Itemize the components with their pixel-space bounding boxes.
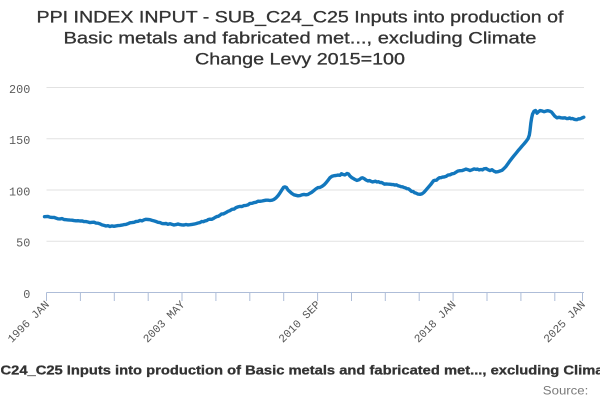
svg-text:0: 0 <box>23 288 30 302</box>
svg-text:50: 50 <box>16 237 30 251</box>
svg-text:150: 150 <box>9 134 30 148</box>
svg-text:Source:: Source: <box>543 384 589 398</box>
svg-text:Basic metals and fabricated me: Basic metals and fabricated met..., excl… <box>64 30 537 48</box>
svg-text:PPI INDEX INPUT - SUB_C24_C25: PPI INDEX INPUT - SUB_C24_C25 Inputs int… <box>37 9 564 27</box>
svg-text:200: 200 <box>9 83 30 97</box>
svg-text:100: 100 <box>9 185 30 199</box>
svg-text:C24_C25 Inputs into production: C24_C25 Inputs into production of Basic … <box>1 362 600 377</box>
svg-text:Change Levy 2015=100: Change Levy 2015=100 <box>195 51 405 69</box>
